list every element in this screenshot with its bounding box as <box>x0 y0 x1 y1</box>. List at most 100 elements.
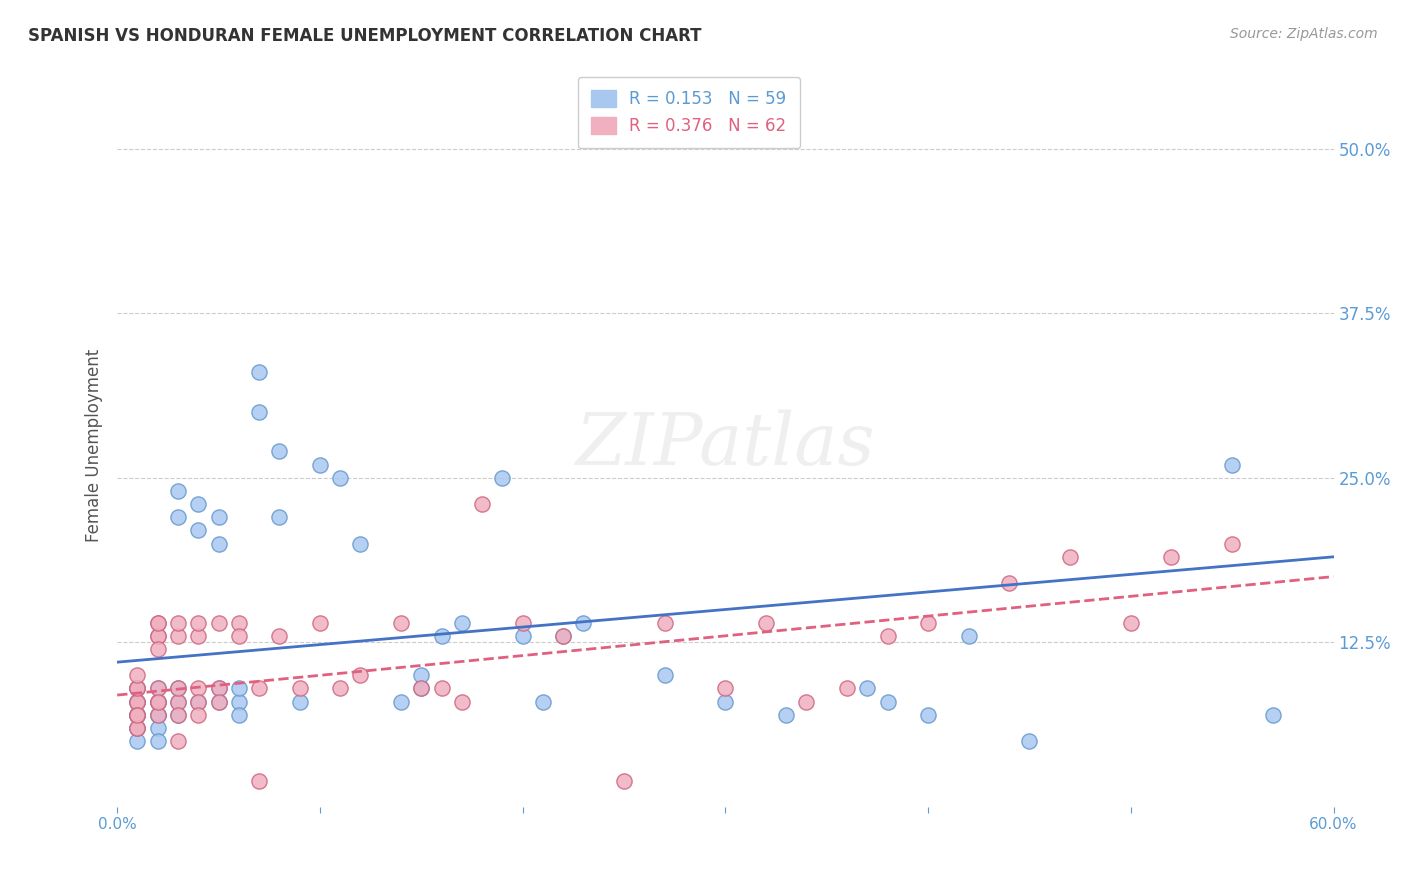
Hondurans <box>796 695 818 709</box>
Hondurans <box>430 681 453 696</box>
Spanish <box>531 695 554 709</box>
Spanish <box>389 695 412 709</box>
Hondurans <box>167 734 190 748</box>
Hondurans <box>247 773 270 788</box>
Spanish <box>127 681 149 696</box>
Spanish <box>146 707 169 722</box>
Spanish <box>146 695 169 709</box>
Spanish <box>876 695 898 709</box>
Hondurans <box>450 695 472 709</box>
Spanish <box>228 681 250 696</box>
Spanish <box>187 695 209 709</box>
Spanish <box>127 695 149 709</box>
Spanish <box>1261 707 1284 722</box>
Hondurans <box>127 681 149 696</box>
Spanish <box>349 536 371 550</box>
Spanish <box>127 681 149 696</box>
Hondurans <box>187 707 209 722</box>
Spanish <box>127 721 149 735</box>
Spanish <box>167 695 190 709</box>
Spanish <box>167 681 190 696</box>
Hondurans <box>755 615 778 630</box>
Spanish <box>917 707 939 722</box>
Hondurans <box>146 615 169 630</box>
Spanish <box>207 681 229 696</box>
Hondurans <box>127 707 149 722</box>
Spanish <box>411 681 433 696</box>
Spanish <box>207 510 229 524</box>
Spanish <box>146 734 169 748</box>
Spanish <box>167 483 190 498</box>
Hondurans <box>207 695 229 709</box>
Hondurans <box>187 629 209 643</box>
Spanish <box>187 497 209 511</box>
Spanish <box>329 471 352 485</box>
Hondurans <box>146 642 169 657</box>
Hondurans <box>654 615 676 630</box>
Spanish <box>1220 458 1243 472</box>
Hondurans <box>127 707 149 722</box>
Hondurans <box>309 615 332 630</box>
Text: Source: ZipAtlas.com: Source: ZipAtlas.com <box>1230 27 1378 41</box>
Hondurans <box>167 615 190 630</box>
Spanish <box>167 707 190 722</box>
Spanish <box>207 536 229 550</box>
Hondurans <box>247 681 270 696</box>
Hondurans <box>917 615 939 630</box>
Hondurans <box>269 629 291 643</box>
Spanish <box>127 734 149 748</box>
Spanish <box>247 405 270 419</box>
Spanish <box>654 668 676 682</box>
Spanish <box>450 615 472 630</box>
Hondurans <box>167 629 190 643</box>
Text: SPANISH VS HONDURAN FEMALE UNEMPLOYMENT CORRELATION CHART: SPANISH VS HONDURAN FEMALE UNEMPLOYMENT … <box>28 27 702 45</box>
Hondurans <box>167 695 190 709</box>
Hondurans <box>714 681 737 696</box>
Spanish <box>553 629 575 643</box>
Hondurans <box>187 681 209 696</box>
Hondurans <box>288 681 311 696</box>
Spanish <box>714 695 737 709</box>
Hondurans <box>127 681 149 696</box>
Hondurans <box>349 668 371 682</box>
Hondurans <box>187 695 209 709</box>
Hondurans <box>146 681 169 696</box>
Hondurans <box>127 707 149 722</box>
Hondurans <box>228 615 250 630</box>
Hondurans <box>146 695 169 709</box>
Spanish <box>411 668 433 682</box>
Hondurans <box>127 721 149 735</box>
Hondurans <box>876 629 898 643</box>
Hondurans <box>146 629 169 643</box>
Hondurans <box>471 497 494 511</box>
Spanish <box>247 366 270 380</box>
Hondurans <box>553 629 575 643</box>
Hondurans <box>167 681 190 696</box>
Hondurans <box>146 629 169 643</box>
Spanish <box>430 629 453 643</box>
Spanish <box>146 721 169 735</box>
Hondurans <box>207 681 229 696</box>
Spanish <box>491 471 513 485</box>
Hondurans <box>835 681 858 696</box>
Spanish <box>127 707 149 722</box>
Spanish <box>228 707 250 722</box>
Hondurans <box>329 681 352 696</box>
Hondurans <box>146 615 169 630</box>
Spanish <box>775 707 797 722</box>
Hondurans <box>998 576 1021 591</box>
Spanish <box>269 444 291 458</box>
Hondurans <box>187 615 209 630</box>
Spanish <box>146 707 169 722</box>
Hondurans <box>1160 549 1182 564</box>
Spanish <box>207 695 229 709</box>
Spanish <box>1018 734 1040 748</box>
Spanish <box>309 458 332 472</box>
Hondurans <box>127 721 149 735</box>
Hondurans <box>146 695 169 709</box>
Legend: R = 0.153   N = 59, R = 0.376   N = 62: R = 0.153 N = 59, R = 0.376 N = 62 <box>578 77 800 148</box>
Text: ZIPatlas: ZIPatlas <box>575 409 875 480</box>
Spanish <box>512 629 534 643</box>
Spanish <box>856 681 879 696</box>
Hondurans <box>127 695 149 709</box>
